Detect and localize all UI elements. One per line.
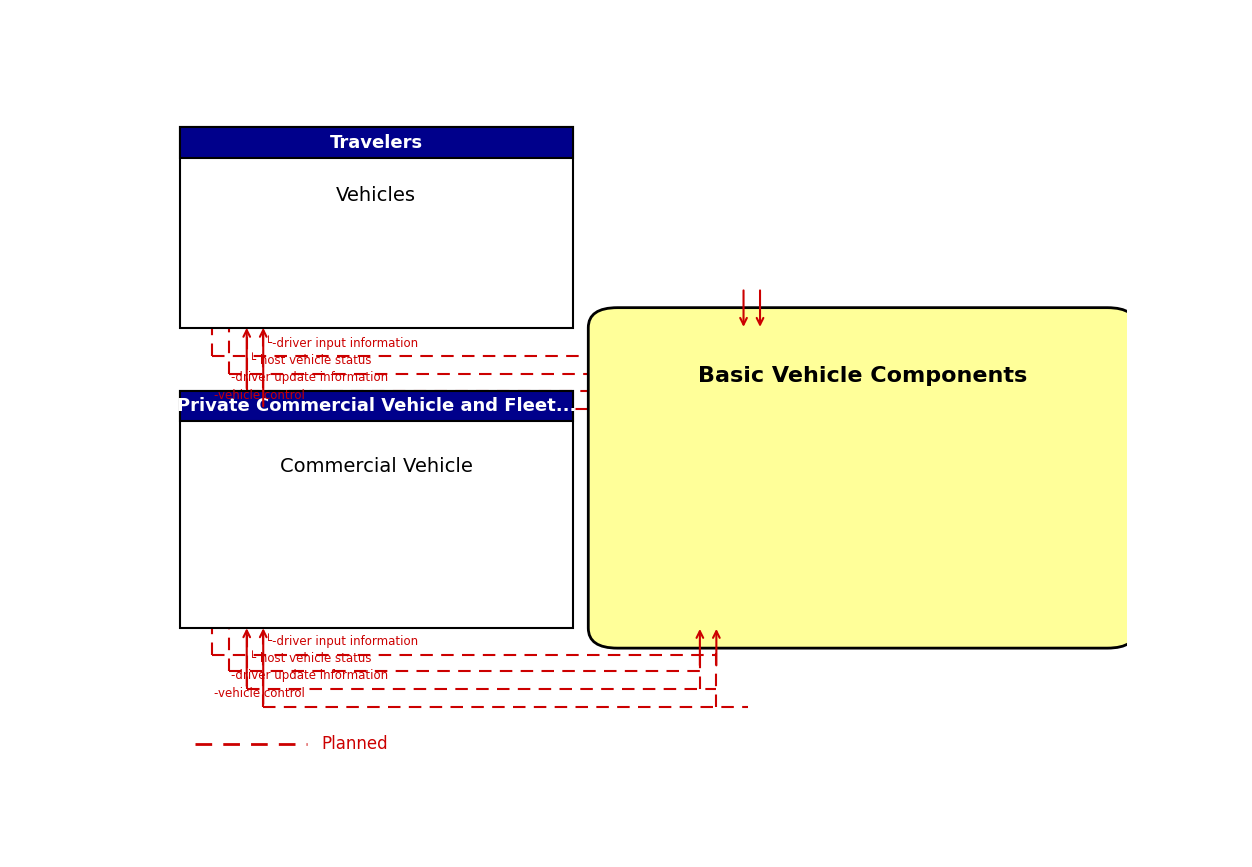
Text: Travelers: Travelers: [329, 134, 423, 152]
FancyBboxPatch shape: [180, 127, 572, 159]
FancyBboxPatch shape: [180, 127, 572, 328]
Text: └ host vehicle status: └ host vehicle status: [249, 354, 371, 367]
Text: -vehicle control: -vehicle control: [214, 389, 304, 402]
Text: -driver update information: -driver update information: [232, 669, 388, 682]
Text: -vehicle control: -vehicle control: [214, 688, 304, 701]
Text: Private Commercial Vehicle and Fleet...: Private Commercial Vehicle and Fleet...: [177, 397, 576, 415]
Text: Commercial Vehicle: Commercial Vehicle: [280, 457, 473, 476]
Text: └-driver input information: └-driver input information: [265, 634, 418, 649]
Text: -driver update information: -driver update information: [232, 371, 388, 384]
Text: Vehicles: Vehicles: [337, 186, 416, 205]
FancyBboxPatch shape: [180, 391, 572, 420]
FancyBboxPatch shape: [588, 308, 1137, 649]
Text: └ host vehicle status: └ host vehicle status: [249, 652, 371, 665]
Text: Basic Vehicle Components: Basic Vehicle Components: [697, 366, 1027, 386]
Text: └-driver input information: └-driver input information: [265, 335, 418, 349]
FancyBboxPatch shape: [180, 391, 572, 628]
Text: Planned: Planned: [322, 734, 388, 753]
